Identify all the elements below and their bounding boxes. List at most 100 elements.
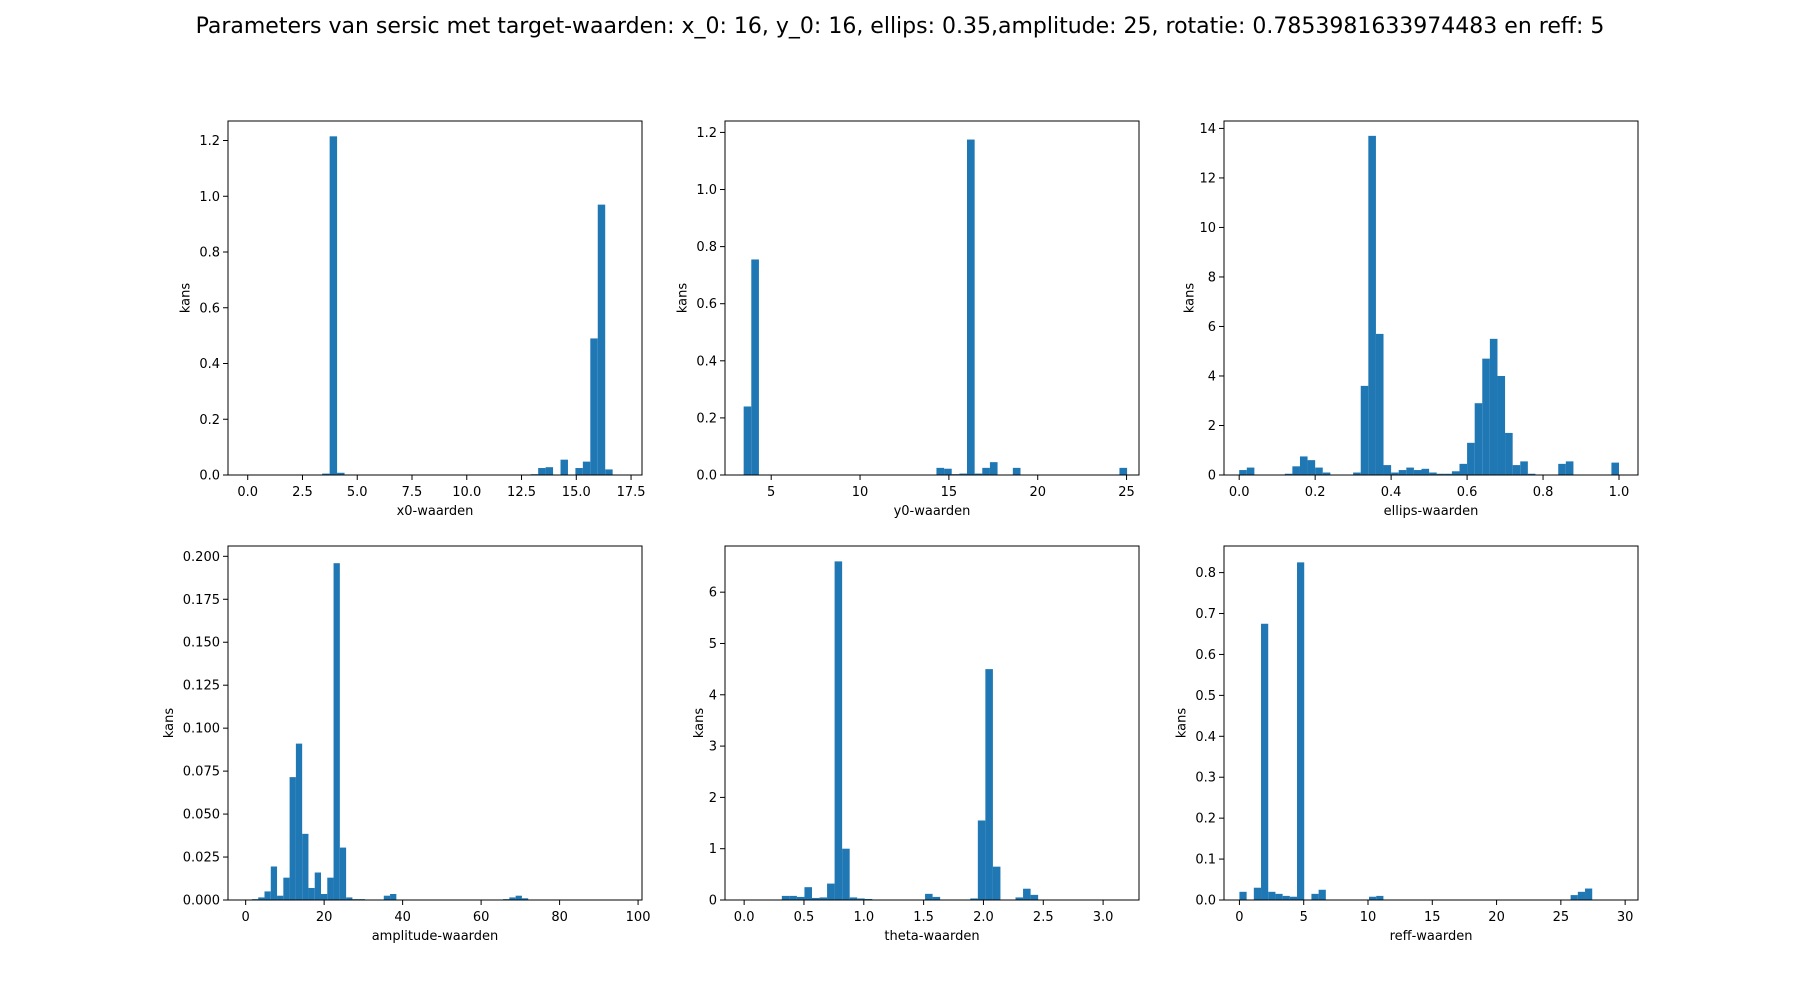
y-tick-label: 12	[1199, 171, 1216, 186]
y-tick-label: 14	[1199, 122, 1216, 137]
y-tick-label: 0.0	[199, 469, 220, 484]
histogram-bar	[1311, 893, 1319, 900]
histogram-bar	[864, 898, 873, 900]
histogram-bar	[977, 820, 986, 900]
x-tick-label: 2.0	[973, 910, 994, 925]
x-tick-label: 0.5	[794, 910, 815, 925]
y-tick-label: 0.3	[1195, 771, 1216, 786]
histogram-bar	[1611, 462, 1620, 475]
x-tick-label: 0.8	[1533, 485, 1554, 500]
x-tick-label: 0.0	[237, 485, 258, 500]
histogram-bar	[1577, 891, 1586, 900]
histogram-bar	[1429, 472, 1437, 475]
histogram-bar	[329, 136, 338, 476]
y-tick-label: 0.0	[1195, 894, 1216, 909]
y-tick-label: 6	[1208, 320, 1216, 335]
y-tick-label: 4	[1208, 369, 1216, 384]
x-tick-label: 25	[1118, 485, 1135, 500]
y-axis-label: kans	[675, 283, 690, 314]
histogram-bar	[509, 897, 516, 900]
histogram-bar	[264, 891, 271, 900]
x-tick-label: 10	[1360, 910, 1377, 925]
x-tick-label: 12.5	[507, 485, 536, 500]
y-tick-label: 0.7	[1195, 607, 1216, 622]
histogram-bar	[1467, 442, 1475, 475]
y-tick-label: 6	[709, 586, 717, 601]
y-tick-label: 0.175	[183, 593, 220, 608]
x-tick-label: 0.0	[734, 910, 755, 925]
x-tick-label: 100	[626, 910, 651, 925]
histogram-bar	[582, 461, 591, 475]
histogram-bar	[314, 872, 322, 900]
histogram-bar	[346, 897, 353, 900]
y-tick-label: 0.150	[183, 636, 220, 651]
x-tick-label: 1.0	[1609, 485, 1630, 500]
histogram-bar	[1375, 333, 1384, 475]
histogram-bar	[302, 833, 309, 900]
y-tick-label: 3	[709, 740, 717, 755]
histogram-bar	[308, 887, 315, 900]
axes-frame	[1223, 545, 1639, 901]
axes-frame	[227, 545, 643, 901]
histogram-bar	[560, 459, 568, 475]
x-tick-label: 5	[1300, 910, 1308, 925]
y-tick-label: 0.050	[183, 808, 220, 823]
histogram-bar	[1558, 463, 1566, 475]
histogram-bar	[575, 468, 583, 475]
x-tick-label: 0	[242, 910, 250, 925]
histogram-bar	[1376, 895, 1384, 900]
histogram-bar	[1497, 375, 1506, 475]
histogram-bar	[333, 563, 340, 900]
x-axis-label: y0-waarden	[894, 504, 971, 519]
histogram-bar	[982, 467, 990, 475]
y-tick-label: 0.8	[1195, 566, 1216, 581]
y-tick-label: 2	[1208, 419, 1216, 434]
histogram-bar	[936, 467, 945, 475]
histogram-bar	[283, 877, 290, 900]
histogram-bar	[1307, 460, 1316, 475]
y-tick-label: 0.6	[199, 301, 220, 316]
histogram-bar	[1520, 461, 1528, 475]
histogram-bar	[857, 898, 865, 900]
x-tick-label: 2.5	[1033, 910, 1054, 925]
histogram-bar	[1292, 466, 1300, 475]
histogram-bar	[1030, 894, 1039, 900]
histogram-bar	[1261, 623, 1269, 900]
histogram-bar	[1239, 891, 1247, 900]
y-tick-label: 1.0	[696, 183, 717, 198]
x-tick-label: 7.5	[402, 485, 423, 500]
histogram-bar	[974, 473, 983, 475]
histogram-panel-4: 0 20 40 60 80 100 0.000 0.025 0.050 0.075 0.100 0.1…	[162, 545, 651, 944]
histogram-bar	[337, 472, 345, 475]
histogram-bar	[1512, 465, 1521, 475]
y-tick-label: 0.000	[183, 894, 220, 909]
y-axis-label: kans	[178, 283, 193, 314]
y-tick-label: 0.8	[199, 246, 220, 261]
histogram-bar	[925, 893, 933, 900]
x-tick-label: 15	[1424, 910, 1441, 925]
histogram-bar	[985, 669, 993, 900]
histogram-bar	[1315, 467, 1323, 475]
x-tick-label: 20	[1029, 485, 1046, 500]
histogram-bar	[992, 866, 1001, 900]
y-tick-label: 0.2	[696, 411, 717, 426]
y-tick-label: 10	[1199, 221, 1216, 236]
histogram-bar	[321, 893, 328, 900]
histogram-bar	[1353, 472, 1361, 475]
histogram-bar	[743, 406, 752, 475]
x-tick-label: 0.0	[1229, 485, 1250, 500]
histogram-bar	[781, 895, 790, 900]
histogram-panel-3: 0.0 0.2 0.4 0.6 0.8 1.0 0 2 4 6 8 10 12 14 ellips-waar…	[1183, 120, 1639, 519]
histogram-bar	[590, 338, 598, 475]
histogram-bar	[989, 462, 998, 475]
y-tick-label: 0.4	[696, 354, 717, 369]
axes-frame	[724, 545, 1140, 901]
x-tick-label: 30	[1617, 910, 1634, 925]
y-tick-label: 1.2	[199, 134, 220, 149]
x-tick-label: 25	[1553, 910, 1570, 925]
histogram-panel-6: 0 5 10 15 20 25 30 0.0 0.1 0.2 0.3 0.4 0.5 0.6 0.7 0.8 r…	[1174, 545, 1639, 944]
histogram-bar	[827, 883, 835, 900]
histogram-bar	[1318, 889, 1326, 900]
histogram-bar	[270, 866, 278, 900]
y-tick-label: 0.4	[199, 357, 220, 372]
